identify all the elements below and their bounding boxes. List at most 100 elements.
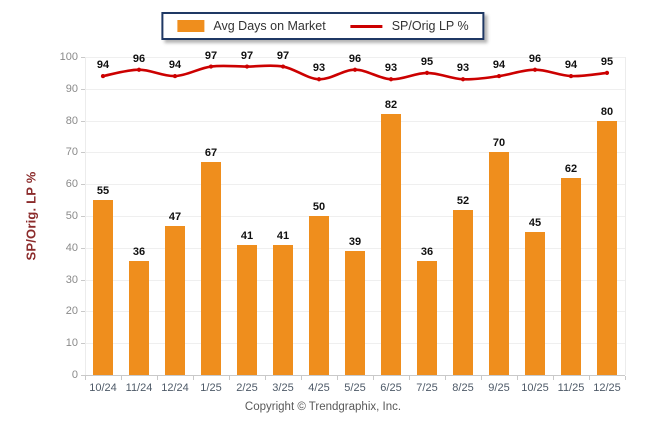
y-axis-tick <box>81 152 85 154</box>
bar-value-label: 47 <box>168 210 182 223</box>
x-axis-tick <box>625 376 626 380</box>
x-axis-tick-label: 3/25 <box>272 382 294 394</box>
gridline <box>85 57 625 58</box>
bar <box>93 200 113 375</box>
bar <box>381 114 401 375</box>
y-axis-title: SP/Orig. LP % <box>23 171 39 261</box>
gridline <box>85 247 625 249</box>
x-axis-tick <box>193 376 194 380</box>
y-axis-tick <box>81 311 85 313</box>
x-axis-tick-label: 12/25 <box>593 382 621 394</box>
bar-value-label: 41 <box>276 229 290 242</box>
x-axis-tick <box>121 376 122 380</box>
x-axis-tick <box>409 376 410 380</box>
bar <box>453 209 473 375</box>
line-value-label: 94 <box>168 59 182 72</box>
line-value-label: 93 <box>312 62 326 75</box>
bar-value-label: 41 <box>240 229 254 242</box>
legend: Avg Days on Market SP/Orig LP % <box>161 12 485 40</box>
x-axis-tick-label: 6/25 <box>380 382 402 394</box>
x-axis-tick <box>517 376 518 380</box>
x-axis-tick <box>337 376 338 380</box>
line-value-label: 93 <box>456 62 470 75</box>
x-axis-tick-label: 11/25 <box>557 382 585 394</box>
gridline <box>85 184 625 186</box>
plot-right-edge <box>625 57 626 375</box>
x-axis-line <box>85 375 625 376</box>
line-value-label: 97 <box>204 49 218 62</box>
y-axis-tick <box>81 88 85 90</box>
line-legend-label: SP/Orig LP % <box>391 19 469 33</box>
x-axis-tick-label: 10/24 <box>89 382 117 394</box>
y-axis-tick-label: 100 <box>59 51 78 63</box>
bar <box>561 177 581 375</box>
line-value-label: 96 <box>528 52 542 65</box>
x-axis-tick-label: 12/24 <box>161 382 189 394</box>
bar-value-label: 45 <box>528 216 542 229</box>
bar-value-label: 80 <box>600 105 614 118</box>
y-axis-tick-label: 50 <box>65 210 78 222</box>
bar-value-label: 70 <box>492 137 506 150</box>
gridline <box>85 216 625 217</box>
bar-legend-label: Avg Days on Market <box>213 19 326 33</box>
line-value-label: 95 <box>600 55 614 68</box>
x-axis-tick-label: 11/24 <box>125 382 153 394</box>
copyright-text: Copyright © Trendgraphix, Inc. <box>244 401 402 413</box>
y-axis-tick-label: 70 <box>65 146 78 159</box>
line-value-label: 97 <box>240 49 254 62</box>
bar-value-label: 50 <box>312 201 326 213</box>
y-axis-tick <box>81 247 85 249</box>
x-axis-tick-label: 4/25 <box>308 382 330 394</box>
bar-value-label: 39 <box>348 235 362 248</box>
bar <box>489 152 509 375</box>
bar-value-label: 52 <box>456 194 470 207</box>
y-axis-tick-label: 20 <box>65 305 78 318</box>
x-axis-tick <box>157 376 158 380</box>
x-axis-tick-label: 9/25 <box>488 382 510 394</box>
x-axis-tick <box>373 376 374 380</box>
bar <box>417 260 437 375</box>
bar-legend-swatch-icon <box>177 20 205 32</box>
y-axis-tick-label: 90 <box>65 82 78 95</box>
line-value-label: 94 <box>492 59 506 72</box>
bar-value-label: 82 <box>384 99 398 112</box>
bar <box>201 161 221 375</box>
bar <box>597 120 617 375</box>
bar-value-label: 55 <box>96 185 110 198</box>
x-axis-tick <box>553 376 554 380</box>
line-value-label: 94 <box>564 59 578 72</box>
y-axis-tick <box>81 184 85 186</box>
y-axis-tick <box>81 216 85 217</box>
line-value-label: 93 <box>384 62 398 75</box>
line-legend-swatch-icon <box>350 24 383 28</box>
y-axis-tick-label: 80 <box>65 114 78 127</box>
x-axis-tick <box>481 376 482 380</box>
x-axis-tick <box>85 376 86 380</box>
line-value-label: 94 <box>96 59 110 72</box>
x-axis-tick-label: 2/25 <box>236 382 258 394</box>
x-axis-tick-label: 1/25 <box>200 382 222 394</box>
y-axis-tick <box>81 279 85 281</box>
x-axis-tick <box>589 376 590 380</box>
y-axis-tick-label: 0 <box>71 369 78 381</box>
gridline <box>85 152 625 154</box>
x-axis-tick <box>265 376 266 380</box>
bar <box>273 244 293 375</box>
bar <box>525 231 545 375</box>
y-axis-tick-label: 10 <box>65 337 78 350</box>
line-value-label: 97 <box>276 49 290 62</box>
bar-value-label: 67 <box>204 146 218 159</box>
x-axis-tick <box>229 376 230 380</box>
line-value-label: 95 <box>420 55 434 68</box>
bar <box>345 250 365 375</box>
y-axis-tick <box>81 375 85 376</box>
bar <box>129 260 149 375</box>
line-value-label: 96 <box>132 52 146 65</box>
bar <box>237 244 257 375</box>
y-axis-tick-label: 40 <box>65 241 78 254</box>
bar-value-label: 36 <box>132 245 146 258</box>
gridline <box>85 88 625 90</box>
x-axis-tick-label: 7/25 <box>416 382 438 394</box>
y-axis-tick-label: 30 <box>65 273 78 286</box>
bar-value-label: 62 <box>564 162 578 175</box>
